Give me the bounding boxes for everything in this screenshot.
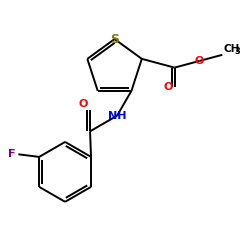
Text: NH: NH bbox=[108, 111, 126, 121]
Text: O: O bbox=[195, 56, 204, 66]
Text: CH: CH bbox=[224, 44, 240, 54]
Text: S: S bbox=[110, 32, 119, 46]
Text: O: O bbox=[79, 99, 88, 109]
Text: 3: 3 bbox=[235, 46, 240, 56]
Text: O: O bbox=[163, 82, 173, 92]
Text: F: F bbox=[8, 149, 16, 159]
